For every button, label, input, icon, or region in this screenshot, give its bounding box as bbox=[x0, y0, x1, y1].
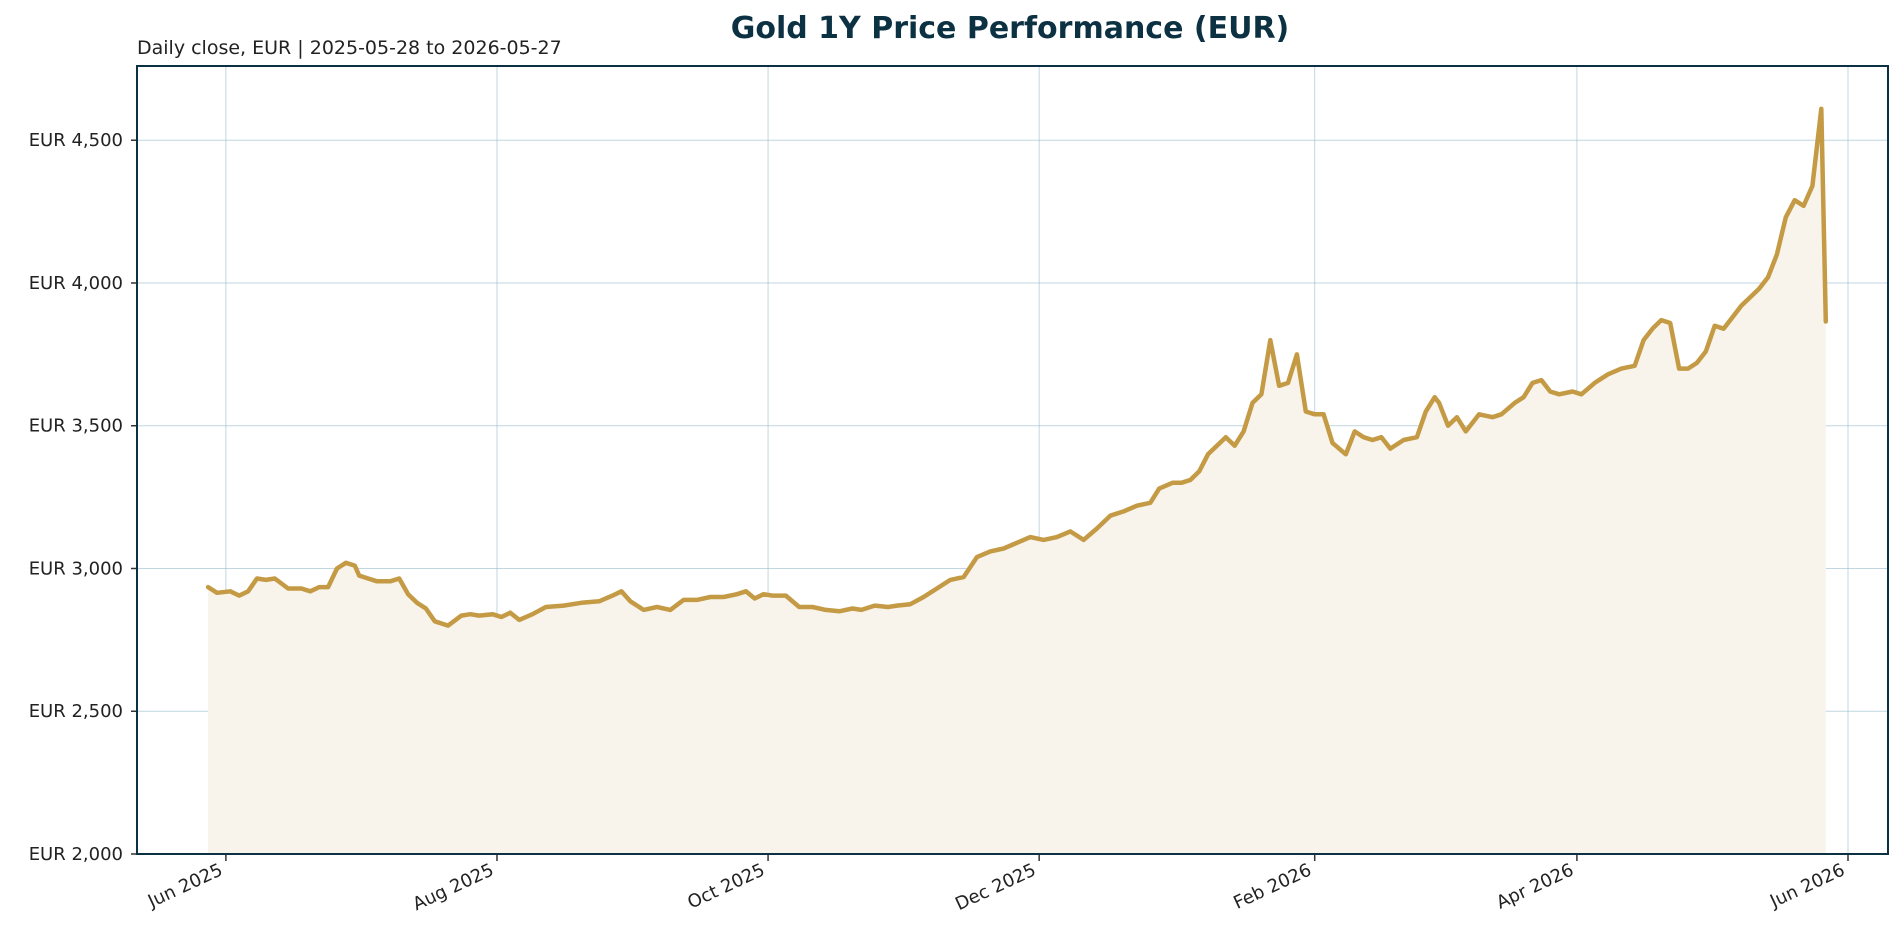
x-tick-label: Apr 2026 bbox=[1493, 859, 1577, 913]
x-tick-label: Aug 2025 bbox=[410, 859, 497, 915]
y-tick-label: EUR 2,500 bbox=[29, 701, 123, 722]
area-layer bbox=[208, 108, 1826, 855]
x-tick-label: Jun 2026 bbox=[1766, 859, 1848, 912]
x-tick-label: Dec 2025 bbox=[952, 859, 1039, 915]
plot-frame bbox=[136, 65, 1889, 855]
y-tick-label: EUR 4,500 bbox=[29, 130, 123, 151]
y-tick-label: EUR 3,500 bbox=[29, 416, 123, 437]
chart-title: Gold 1Y Price Performance (EUR) bbox=[731, 11, 1290, 46]
line-layer bbox=[205, 106, 1829, 628]
y-tick-label: EUR 4,000 bbox=[29, 273, 123, 294]
y-tick-label: EUR 3,000 bbox=[29, 558, 123, 579]
y-tick-label: EUR 2,000 bbox=[29, 844, 123, 865]
x-tick-label: Jun 2025 bbox=[144, 859, 226, 912]
series-line bbox=[205, 106, 1829, 628]
x-tick-label: Feb 2026 bbox=[1230, 859, 1314, 913]
series-area-fill bbox=[208, 108, 1826, 855]
x-tick-label: Oct 2025 bbox=[684, 859, 768, 913]
chart-subtitle: Daily close, EUR | 2025-05-28 to 2026-05… bbox=[137, 37, 562, 59]
